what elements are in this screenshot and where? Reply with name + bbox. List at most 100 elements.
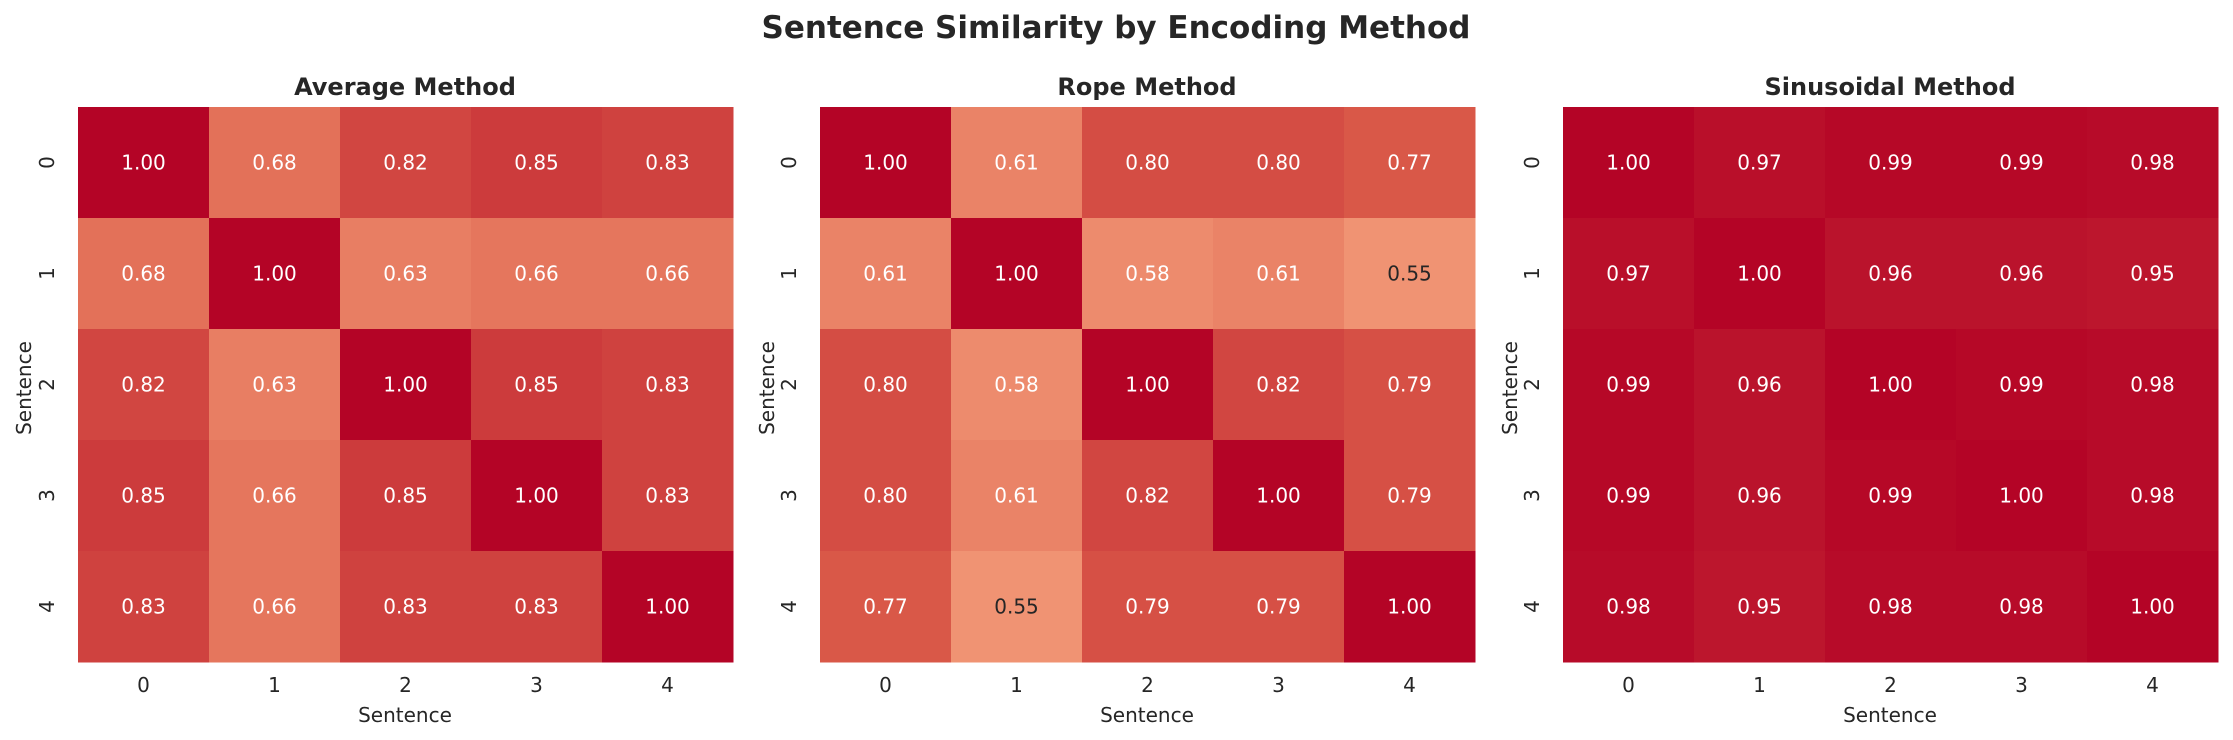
cell-value-label-r1-c4: 0.66 [645, 262, 690, 286]
cell-value-label-r4-c2: 0.79 [1125, 595, 1170, 619]
heatmap-cell-r1-c2 [1825, 218, 1957, 330]
heatmap-cell-r4-c3 [471, 551, 603, 663]
cell-value-label-r4-c1: 0.95 [1737, 595, 1782, 619]
heatmap-cell-r0-c2 [1825, 107, 1957, 219]
cell-value-label-r0-c4: 0.98 [2130, 151, 2175, 175]
x-axis-label: Sentence [358, 703, 452, 727]
heatmap-cell-r4-c0 [1563, 551, 1695, 663]
heatmap-cell-r4-c2 [1082, 551, 1214, 663]
heatmap-cell-r1-c2 [340, 218, 472, 330]
heatmap-cell-r4-c2 [1825, 551, 1957, 663]
cell-value-label-r2-c4: 0.79 [1387, 373, 1432, 397]
heatmap-cell-r2-c4 [1344, 329, 1476, 441]
heatmap-cell-r1-c1 [1694, 218, 1826, 330]
cell-value-label-r3-c4: 0.79 [1387, 484, 1432, 508]
cell-value-label-r1-c4: 0.95 [2130, 262, 2175, 286]
heatmap-cell-r2-c1 [951, 329, 1083, 441]
cell-value-label-r3-c3: 1.00 [1999, 484, 2044, 508]
panel-title: Sinusoidal Method [1764, 73, 2015, 101]
cell-value-label-r0-c4: 0.83 [645, 151, 690, 175]
heatmap-cell-r0-c2 [340, 107, 472, 219]
y-tick-labels: 0 1 2 3 4 [35, 156, 59, 613]
heatmap-cell-r1-c3 [1213, 218, 1345, 330]
cell-value-label-r2-c3: 0.82 [1256, 373, 1301, 397]
y-tick-label: 3 [1520, 489, 1544, 502]
cell-value-label-r4-c4: 1.00 [645, 595, 690, 619]
heatmap-cells: 1.00 0.68 0.82 0.85 0.83 0.68 1.00 0.63 0.66 0.66… [78, 107, 734, 663]
heatmap-cell-r3-c2 [1825, 440, 1957, 552]
cell-value-label-r3-c4: 0.83 [645, 484, 690, 508]
cell-value-label-r0-c2: 0.82 [383, 151, 428, 175]
cell-value-label-r2-c2: 1.00 [383, 373, 428, 397]
x-tick-label: 1 [1753, 673, 1766, 697]
heatmap-cell-r4-c1 [1694, 551, 1826, 663]
heatmap-cell-r4-c3 [1213, 551, 1345, 663]
cell-value-label-r3-c3: 1.00 [514, 484, 559, 508]
heatmap-cell-r2-c0 [1563, 329, 1695, 441]
cell-value-label-r3-c0: 0.99 [1606, 484, 1651, 508]
cell-value-label-r0-c1: 0.61 [994, 151, 1039, 175]
heatmap-cell-r1-c2 [1082, 218, 1214, 330]
cell-value-label-r4-c2: 0.98 [1868, 595, 1913, 619]
cell-value-label-r2-c3: 0.99 [1999, 373, 2044, 397]
heatmap-cell-r0-c0 [78, 107, 210, 219]
heatmap-cell-r3-c2 [1082, 440, 1214, 552]
cell-value-label-r1-c3: 0.66 [514, 262, 559, 286]
heatmap-cell-r2-c1 [209, 329, 341, 441]
heatmap-cell-r3-c3 [471, 440, 603, 552]
y-tick-label: 4 [777, 600, 801, 613]
cell-value-label-r1-c0: 0.61 [863, 262, 908, 286]
cell-value-label-r0-c1: 0.68 [252, 151, 297, 175]
heatmap-cell-r4-c3 [1956, 551, 2088, 663]
x-tick-label: 3 [530, 673, 543, 697]
x-tick-label: 4 [1403, 673, 1416, 697]
heatmap-cells: 1.00 0.97 0.99 0.99 0.98 0.97 1.00 0.96 0.96 0.95… [1563, 107, 2219, 663]
cell-value-label-r4-c0: 0.83 [121, 595, 166, 619]
x-axis-label: Sentence [1843, 703, 1937, 727]
cell-value-label-r2-c0: 0.82 [121, 373, 166, 397]
heatmap-cell-r2-c1 [1694, 329, 1826, 441]
heatmap-cell-r1-c4 [2087, 218, 2219, 330]
heatmap-cell-r0-c2 [1082, 107, 1214, 219]
heatmap-cell-r1-c0 [820, 218, 952, 330]
heatmap-cell-r3-c0 [78, 440, 210, 552]
cell-value-label-r0-c2: 0.99 [1868, 151, 1913, 175]
y-tick-label: 4 [1520, 600, 1544, 613]
y-axis-label: Sentence [12, 341, 36, 435]
heatmap-cell-r1-c4 [602, 218, 734, 330]
cell-value-label-r2-c1: 0.96 [1737, 373, 1782, 397]
y-tick-label: 2 [777, 378, 801, 391]
heatmap-cell-r3-c1 [951, 440, 1083, 552]
panel-title: Rope Method [1057, 73, 1236, 101]
y-tick-label: 2 [35, 378, 59, 391]
y-tick-label: 0 [35, 156, 59, 169]
heatmap-cell-r2-c3 [1956, 329, 2088, 441]
cell-value-label-r4-c1: 0.55 [994, 595, 1039, 619]
heatmap-cell-r2-c3 [1213, 329, 1345, 441]
heatmap-cell-r1-c1 [209, 218, 341, 330]
heatmap-cell-r1-c4 [1344, 218, 1476, 330]
heatmap-cell-r0-c3 [1956, 107, 2088, 219]
cell-value-label-r0-c2: 0.80 [1125, 151, 1170, 175]
cell-value-label-r2-c0: 0.80 [863, 373, 908, 397]
heatmap-cell-r4-c1 [951, 551, 1083, 663]
y-tick-labels: 0 1 2 3 4 [777, 156, 801, 613]
cell-value-label-r4-c1: 0.66 [252, 595, 297, 619]
heatmap-cell-r2-c2 [1825, 329, 1957, 441]
heatmap-cell-r1-c1 [951, 218, 1083, 330]
x-tick-label: 2 [1884, 673, 1897, 697]
cell-value-label-r1-c2: 0.63 [383, 262, 428, 286]
x-tick-label: 4 [2146, 673, 2159, 697]
cell-value-label-r3-c2: 0.82 [1125, 484, 1170, 508]
cell-value-label-r4-c3: 0.83 [514, 595, 559, 619]
cell-value-label-r3-c2: 0.85 [383, 484, 428, 508]
cell-value-label-r4-c4: 1.00 [1387, 595, 1432, 619]
heatmap-cell-r2-c2 [340, 329, 472, 441]
heatmap-cell-r3-c0 [820, 440, 952, 552]
cell-value-label-r0-c0: 1.00 [863, 151, 908, 175]
heatmap-cell-r4-c4 [602, 551, 734, 663]
cell-value-label-r4-c0: 0.77 [863, 595, 908, 619]
heatmap-cells: 1.00 0.61 0.80 0.80 0.77 0.61 1.00 0.58 0.61 0.55… [820, 107, 1476, 663]
heatmap-cell-r0-c3 [471, 107, 603, 219]
heatmap-cell-r4-c4 [2087, 551, 2219, 663]
